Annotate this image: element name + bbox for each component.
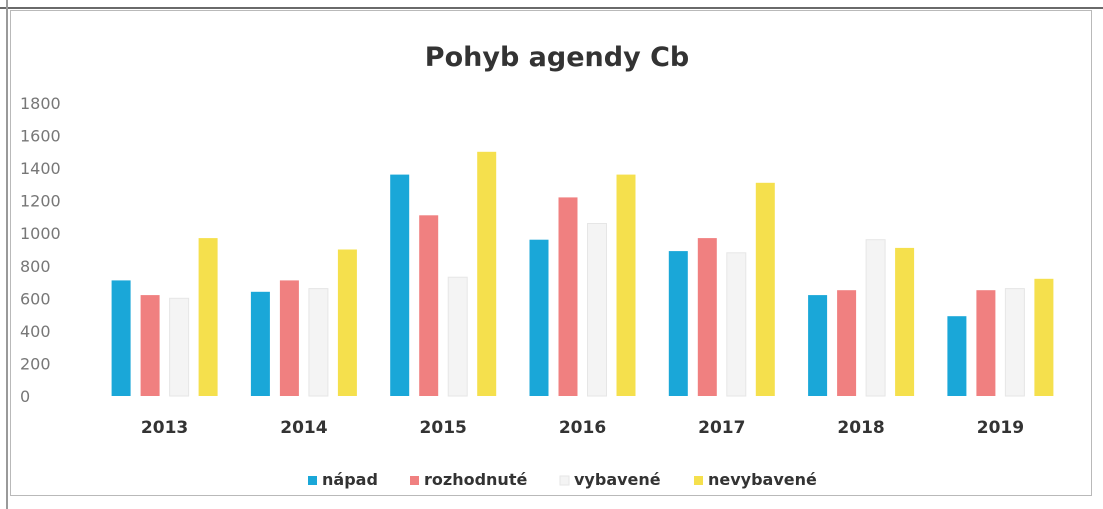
bar	[279, 280, 299, 396]
bar	[111, 280, 131, 396]
bar	[1004, 288, 1025, 397]
bar	[837, 290, 857, 396]
y-tick-label: 200	[20, 354, 51, 373]
bar	[976, 290, 996, 396]
y-tick-label: 0	[20, 387, 30, 406]
bar	[726, 252, 747, 397]
scan-border-left	[6, 0, 8, 509]
scan-border-top	[0, 7, 1103, 9]
bar	[895, 247, 915, 396]
x-tick-label: 2015	[420, 418, 467, 438]
bar	[808, 295, 828, 396]
bar	[169, 297, 190, 397]
x-tick-label: 2016	[559, 418, 606, 438]
bar	[616, 174, 636, 396]
bar	[447, 276, 468, 397]
bar	[755, 182, 775, 396]
legend-swatch	[308, 476, 317, 485]
y-tick-label: 1400	[20, 159, 61, 178]
y-tick-label: 1200	[20, 192, 61, 211]
y-tick-label: 1600	[20, 127, 61, 146]
chart-title: Pohyb agendy Cb	[425, 42, 689, 73]
legend-swatch	[559, 475, 570, 486]
bar	[390, 174, 410, 396]
x-tick-label: 2018	[837, 418, 884, 438]
bar	[947, 316, 967, 396]
legend-label: nápad	[322, 470, 378, 489]
bars	[111, 151, 1054, 397]
x-tick-label: 2019	[977, 418, 1024, 438]
bar	[477, 151, 497, 396]
x-axis: 2013 2014 2015 2016 2017 2018 2019	[141, 418, 1024, 438]
bar	[668, 251, 688, 396]
bar	[587, 223, 607, 397]
bar	[337, 249, 357, 396]
legend-label: rozhodnuté	[424, 470, 527, 489]
bar	[140, 295, 160, 396]
y-axis: 0 200 400 600 800 1000 1200 1400 1600 1800	[20, 94, 61, 406]
legend-swatch	[410, 476, 419, 485]
bar	[529, 239, 549, 396]
x-tick-label: 2017	[698, 418, 745, 438]
legend: nápad rozhodnuté vybavené nevybavené	[308, 470, 817, 489]
bar	[308, 288, 329, 397]
y-tick-label: 1000	[20, 224, 61, 243]
y-tick-label: 800	[20, 257, 51, 276]
legend-label: vybavené	[574, 470, 661, 489]
y-tick-label: 400	[20, 322, 51, 341]
x-tick-label: 2014	[280, 418, 327, 438]
bar	[198, 238, 218, 396]
bar	[558, 197, 578, 396]
legend-swatch	[694, 476, 703, 485]
bar	[1034, 278, 1054, 396]
bar	[250, 291, 270, 396]
y-tick-label: 1800	[20, 94, 61, 113]
y-tick-label: 600	[20, 289, 51, 308]
bar	[697, 238, 717, 396]
bar	[419, 215, 439, 396]
x-tick-label: 2013	[141, 418, 188, 438]
legend-label: nevybavené	[708, 470, 817, 489]
bar	[865, 239, 886, 397]
